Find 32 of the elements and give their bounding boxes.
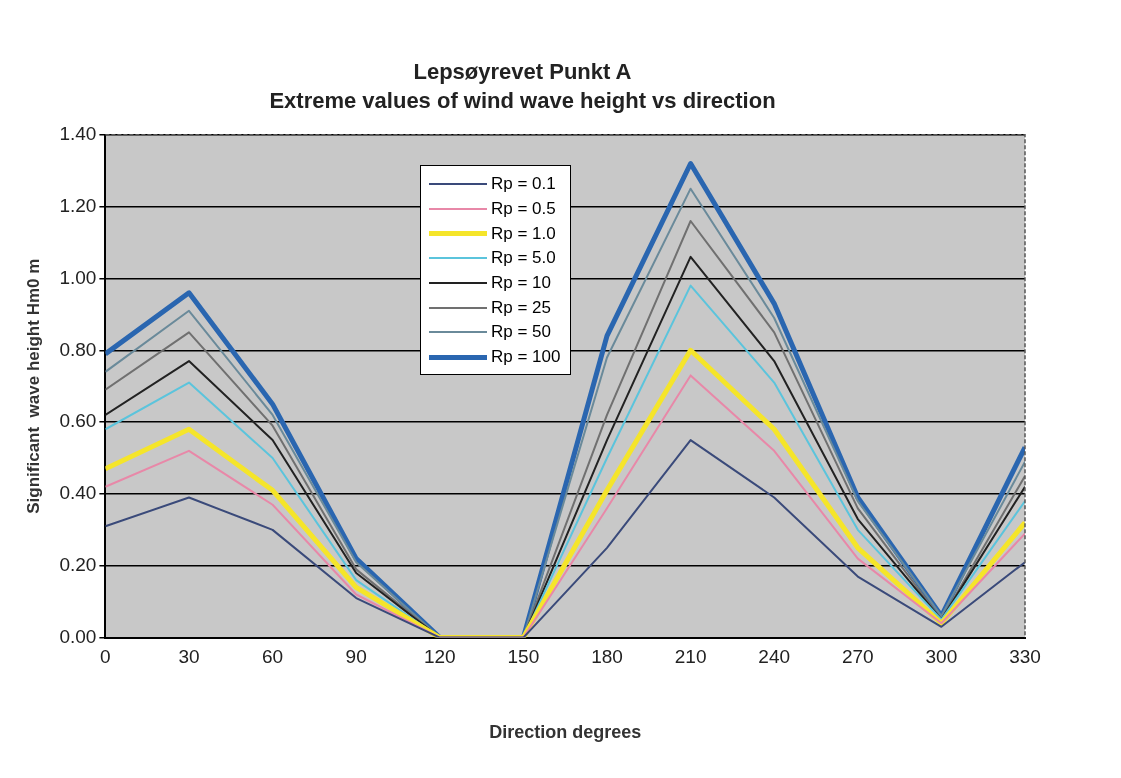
- legend-label: Rp = 50: [491, 322, 552, 343]
- legend-label: Rp = 100: [491, 347, 561, 368]
- x-tick-label: 0: [100, 646, 111, 668]
- x-tick-label: 300: [925, 646, 958, 668]
- x-tick-label: 120: [423, 646, 456, 668]
- y-tick-label: 0.00: [59, 625, 97, 647]
- x-tick-label: 30: [178, 646, 200, 668]
- x-tick-label: 240: [758, 646, 791, 668]
- legend-label: Rp = 5.0: [491, 248, 556, 269]
- x-axis-title: Direction degrees: [489, 722, 642, 743]
- legend-label: Rp = 1.0: [491, 223, 556, 244]
- legend-label: Rp = 0.5: [491, 199, 556, 220]
- chart-subtitle: Extreme values of wind wave height vs direction: [269, 87, 776, 113]
- y-tick-label: 1.40: [59, 123, 97, 145]
- y-tick-label: 0.40: [59, 482, 97, 504]
- x-tick-label: 330: [1009, 646, 1041, 668]
- x-tick-label: 180: [591, 646, 623, 668]
- x-tick-label: 90: [345, 646, 367, 668]
- chart-title: Lepsøyrevet Punkt A: [413, 59, 632, 85]
- x-tick-label: 60: [262, 646, 284, 668]
- x-tick-label: 150: [507, 646, 540, 668]
- y-axis-title: Significant wave height Hm0 m: [23, 258, 43, 514]
- y-tick-label: 1.20: [59, 194, 97, 216]
- x-tick-label: 210: [674, 646, 707, 668]
- y-tick-label: 1.00: [59, 266, 97, 288]
- y-tick-label: 0.20: [59, 554, 97, 576]
- legend-label: Rp = 0.1: [491, 174, 556, 195]
- legend-label: Rp = 10: [491, 273, 552, 294]
- y-tick-label: 0.60: [59, 410, 97, 432]
- legend-label: Rp = 25: [491, 297, 552, 318]
- y-tick-label: 0.80: [59, 338, 97, 360]
- x-tick-label: 270: [841, 646, 874, 668]
